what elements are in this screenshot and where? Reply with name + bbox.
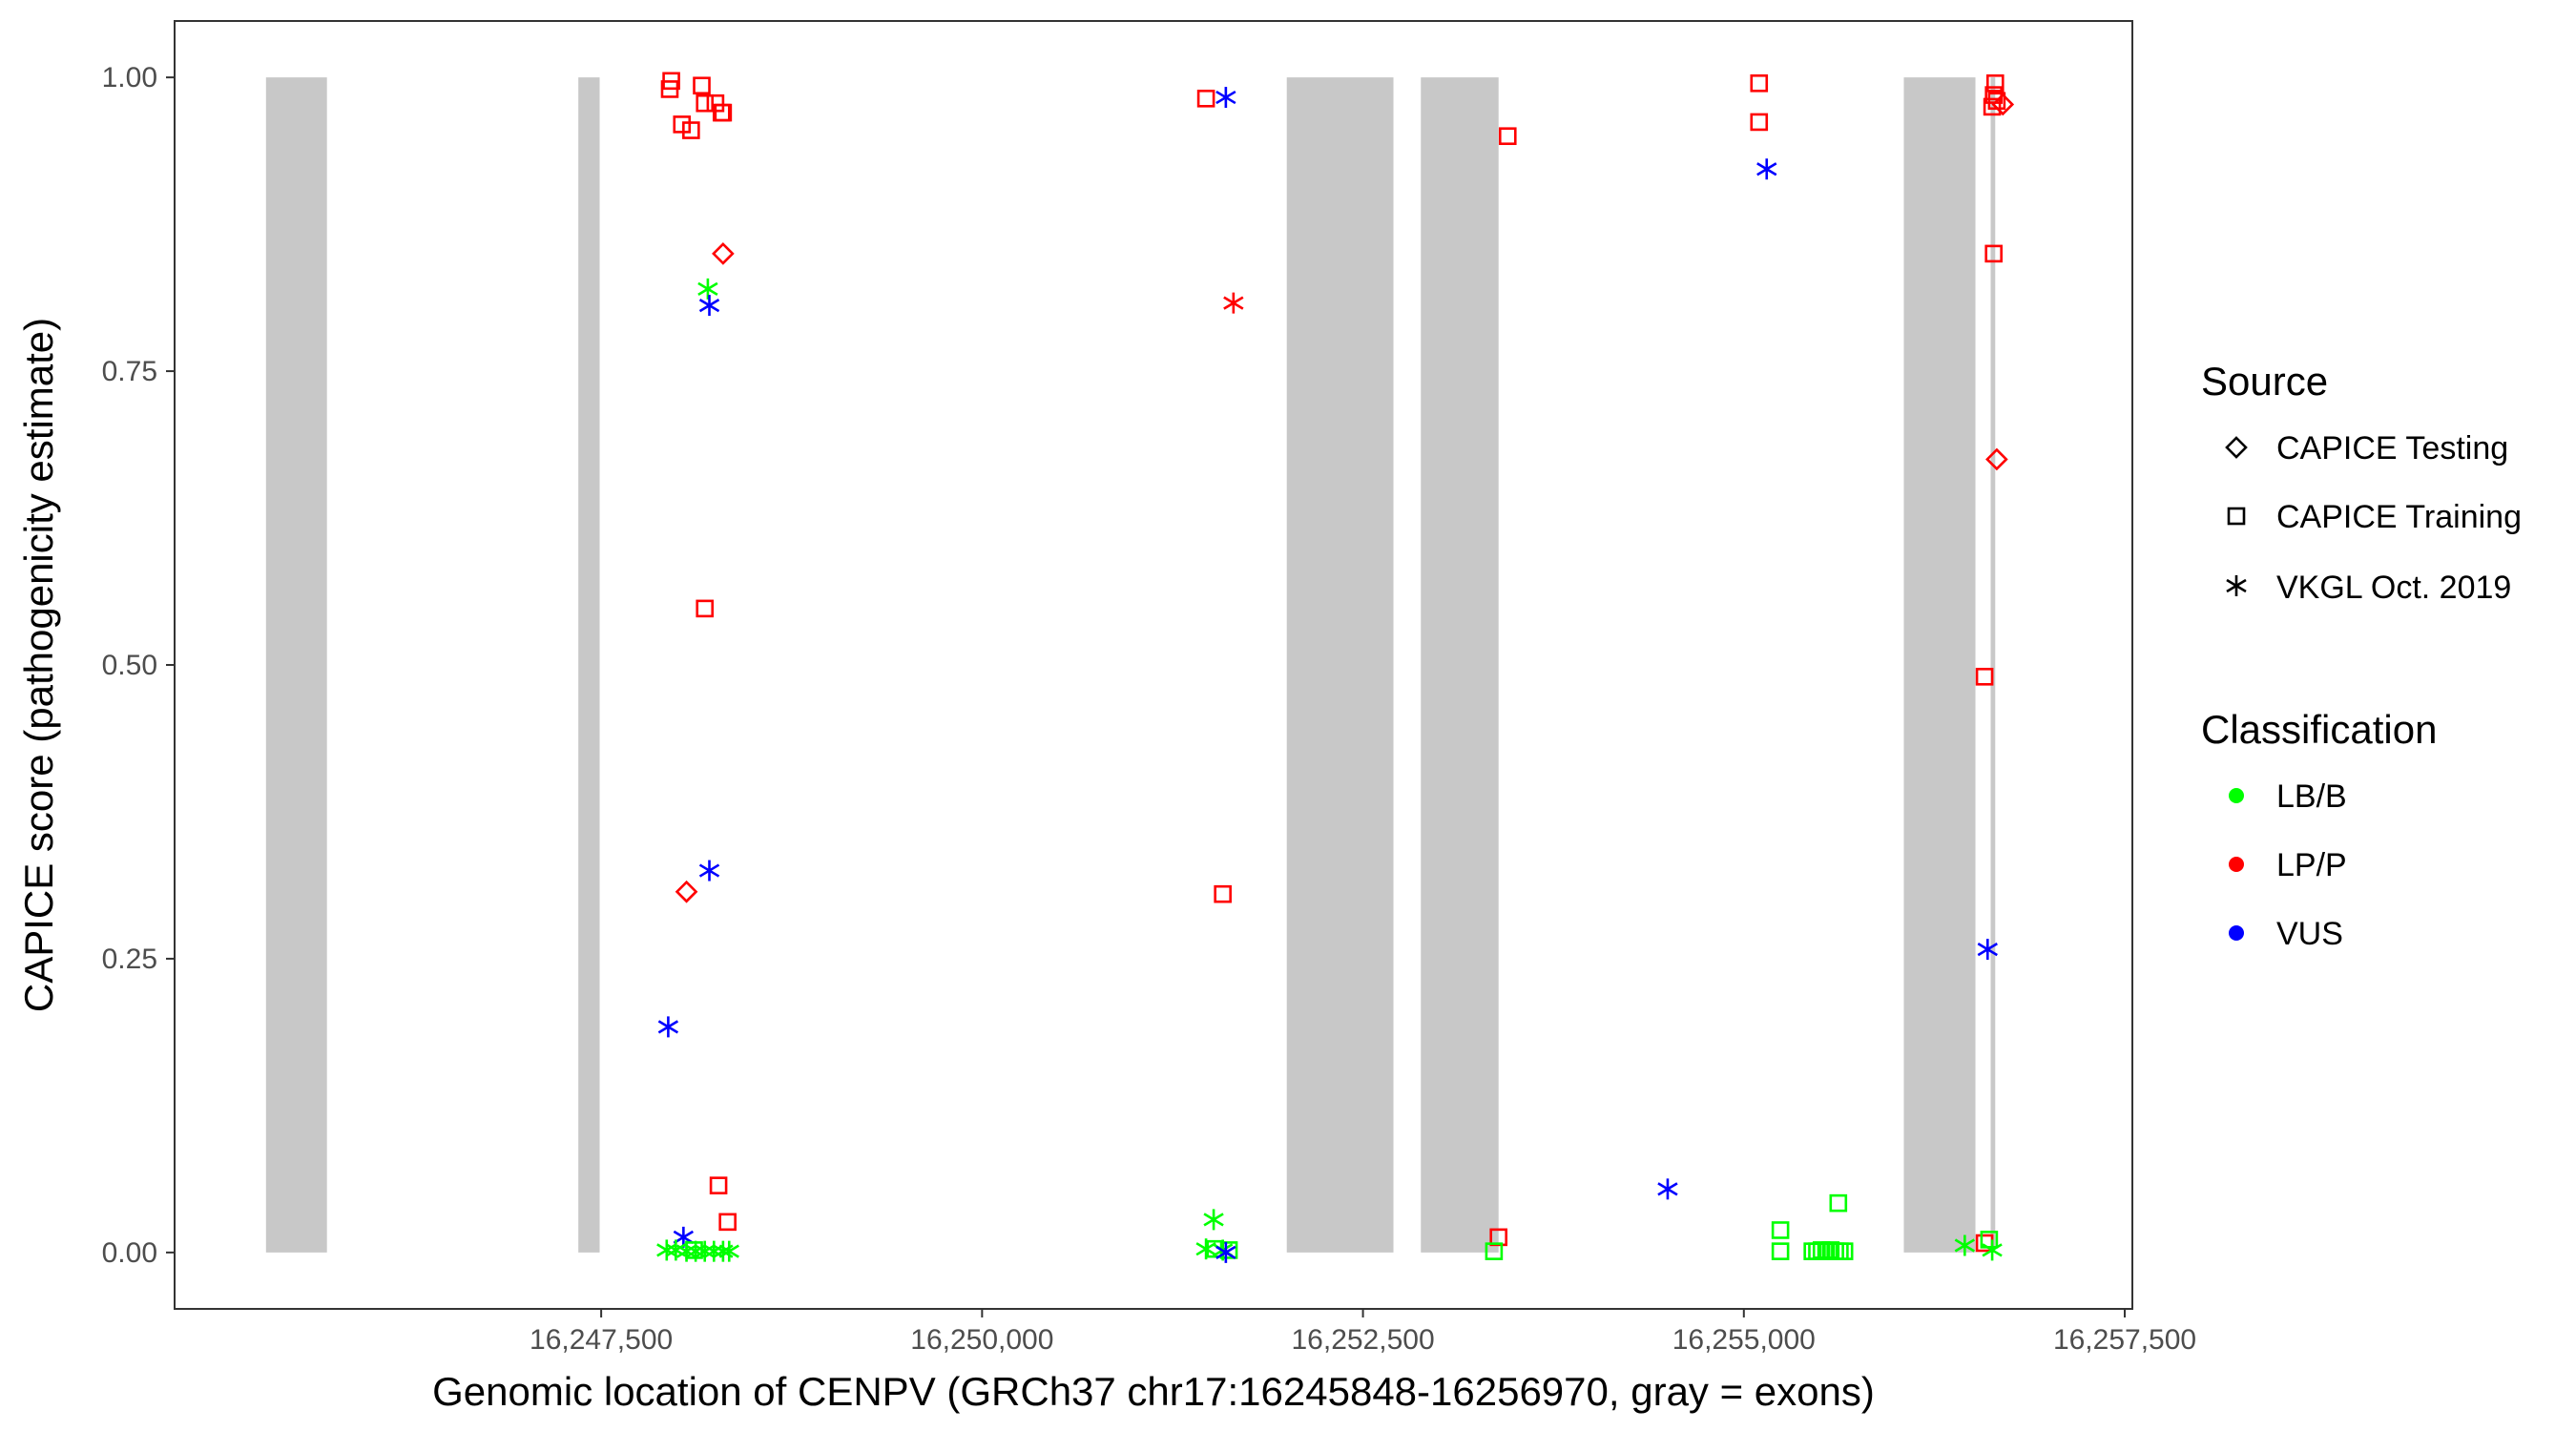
- x-tick-label: 16,255,000: [1672, 1324, 1816, 1356]
- x-tick-label: 16,250,000: [910, 1324, 1053, 1356]
- dot-icon: [2229, 788, 2244, 803]
- data-point-vkgl-oct-2019-lb-b: [656, 1239, 677, 1261]
- data-point-vkgl-oct-2019-lb-b: [1203, 1209, 1224, 1231]
- legend-item-capice-testing: CAPICE Testing: [2225, 430, 2508, 467]
- data-point-vkgl-oct-2019-vus: [657, 1016, 679, 1038]
- legend-label: VUS: [2276, 916, 2343, 952]
- data-point-capice-training-lp-p: [1214, 884, 1232, 903]
- data-point-capice-training-lp-p: [1196, 89, 1215, 108]
- data-point-capice-training-lp-p: [1750, 73, 1769, 93]
- data-point-vkgl-oct-2019-lb-b: [697, 278, 718, 300]
- dot-icon: [2229, 857, 2244, 872]
- data-point-vkgl-oct-2019-vus: [1977, 939, 1998, 961]
- legend-label: VKGL Oct. 2019: [2276, 570, 2511, 606]
- data-point-capice-training-lp-p: [682, 121, 700, 139]
- legend-label: LB/B: [2276, 778, 2347, 815]
- data-point-capice-training-lp-p: [1975, 668, 1994, 686]
- x-axis-title: Genomic location of CENPV (GRCh37 chr17:…: [432, 1369, 1875, 1414]
- exon-band: [578, 77, 600, 1253]
- data-point-capice-testing-lp-p: [1991, 93, 2015, 116]
- data-point-vkgl-oct-2019-lb-b: [703, 1240, 724, 1262]
- exon-band: [265, 77, 327, 1253]
- data-point-capice-training-lp-p: [718, 1213, 737, 1232]
- legend-item-lpp: LP/P: [2229, 847, 2347, 883]
- data-point-capice-training-lp-p: [714, 103, 733, 122]
- exon-band: [1421, 77, 1499, 1253]
- data-point-capice-testing-lp-p: [675, 880, 698, 903]
- legend-item-vkgl: VKGL Oct. 2019: [2226, 570, 2511, 606]
- data-point-capice-training-lb-b: [1829, 1193, 1848, 1213]
- data-point-capice-training-lp-p: [696, 599, 715, 618]
- data-point-capice-training-lp-p: [696, 93, 715, 113]
- legend-item-vus: VUS: [2229, 916, 2343, 952]
- points-layer: [656, 72, 2015, 1263]
- axes-layer: 16,247,500 16,250,000 16,252,500 16,255,000…: [102, 62, 2196, 1356]
- legend: Source CAPICE Testing CAPICE Training VK…: [2201, 359, 2522, 952]
- data-point-vkgl-oct-2019-vus: [698, 295, 720, 317]
- x-tick-label: 16,257,500: [2053, 1324, 2196, 1356]
- data-point-vkgl-oct-2019-lp-p: [1223, 292, 1244, 314]
- x-tick-label: 16,247,500: [530, 1324, 673, 1356]
- data-point-vkgl-oct-2019-lb-b: [1982, 1239, 2003, 1261]
- data-point-capice-training-lp-p: [709, 1176, 728, 1194]
- y-tick-label: 0.75: [102, 356, 157, 387]
- data-point-capice-training-lp-p: [1750, 113, 1769, 132]
- data-point-capice-training-lp-p: [662, 72, 680, 91]
- square-icon: [2227, 507, 2246, 526]
- data-point-capice-training-lb-b: [1835, 1242, 1854, 1260]
- data-point-capice-training-lb-b: [1771, 1221, 1790, 1239]
- data-point-capice-training-lp-p: [1984, 244, 2003, 263]
- diamond-icon: [2225, 436, 2248, 459]
- data-point-vkgl-oct-2019-lb-b: [1195, 1238, 1216, 1260]
- legend-label: CAPICE Training: [2276, 499, 2522, 535]
- legend-title-classification: Classification: [2201, 707, 2437, 752]
- y-tick-label: 1.00: [102, 62, 157, 93]
- data-point-capice-training-lp-p: [673, 115, 692, 134]
- exon-band: [1903, 77, 1976, 1253]
- y-tick-label: 0.50: [102, 650, 157, 681]
- legend-item-lbb: LB/B: [2229, 778, 2347, 815]
- data-point-capice-training-lp-p: [693, 76, 711, 95]
- data-point-vkgl-oct-2019-lb-b: [718, 1240, 739, 1262]
- data-point-vkgl-oct-2019-lb-b: [1954, 1234, 1976, 1256]
- data-point-capice-training-lp-p: [1498, 127, 1517, 146]
- legend-label: LP/P: [2276, 847, 2347, 883]
- data-point-vkgl-oct-2019-vus: [698, 860, 720, 881]
- exon-layer: [265, 77, 1996, 1253]
- data-point-capice-testing-lp-p: [1985, 447, 2008, 471]
- dot-icon: [2229, 925, 2244, 941]
- data-point-vkgl-oct-2019-lb-b: [695, 1240, 716, 1262]
- exon-band: [1286, 77, 1394, 1253]
- data-point-vkgl-oct-2019-vus: [1756, 158, 1777, 180]
- data-point-capice-training-lb-b: [1485, 1242, 1504, 1260]
- data-point-vkgl-oct-2019-vus: [1215, 1241, 1236, 1263]
- y-tick-label: 0.00: [102, 1237, 157, 1269]
- data-point-vkgl-oct-2019-vus: [1657, 1178, 1678, 1200]
- data-point-vkgl-oct-2019-vus: [1215, 87, 1236, 109]
- data-point-capice-training-lp-p: [1983, 97, 2002, 116]
- data-point-capice-testing-lp-p: [712, 242, 735, 265]
- y-tick-label: 0.25: [102, 944, 157, 975]
- data-point-capice-training-lp-p: [1985, 73, 2005, 93]
- y-axis-title: CAPICE score (pathogenicity estimate): [16, 318, 61, 1012]
- asterisk-icon: [2226, 575, 2247, 596]
- legend-label: CAPICE Testing: [2276, 430, 2508, 467]
- x-tick-label: 16,252,500: [1291, 1324, 1434, 1356]
- legend-title-source: Source: [2201, 359, 2328, 404]
- data-point-capice-training-lb-b: [685, 1241, 703, 1259]
- data-point-capice-training-lb-b: [1771, 1242, 1790, 1260]
- exon-band: [1990, 77, 1996, 1253]
- legend-item-capice-training: CAPICE Training: [2227, 499, 2522, 535]
